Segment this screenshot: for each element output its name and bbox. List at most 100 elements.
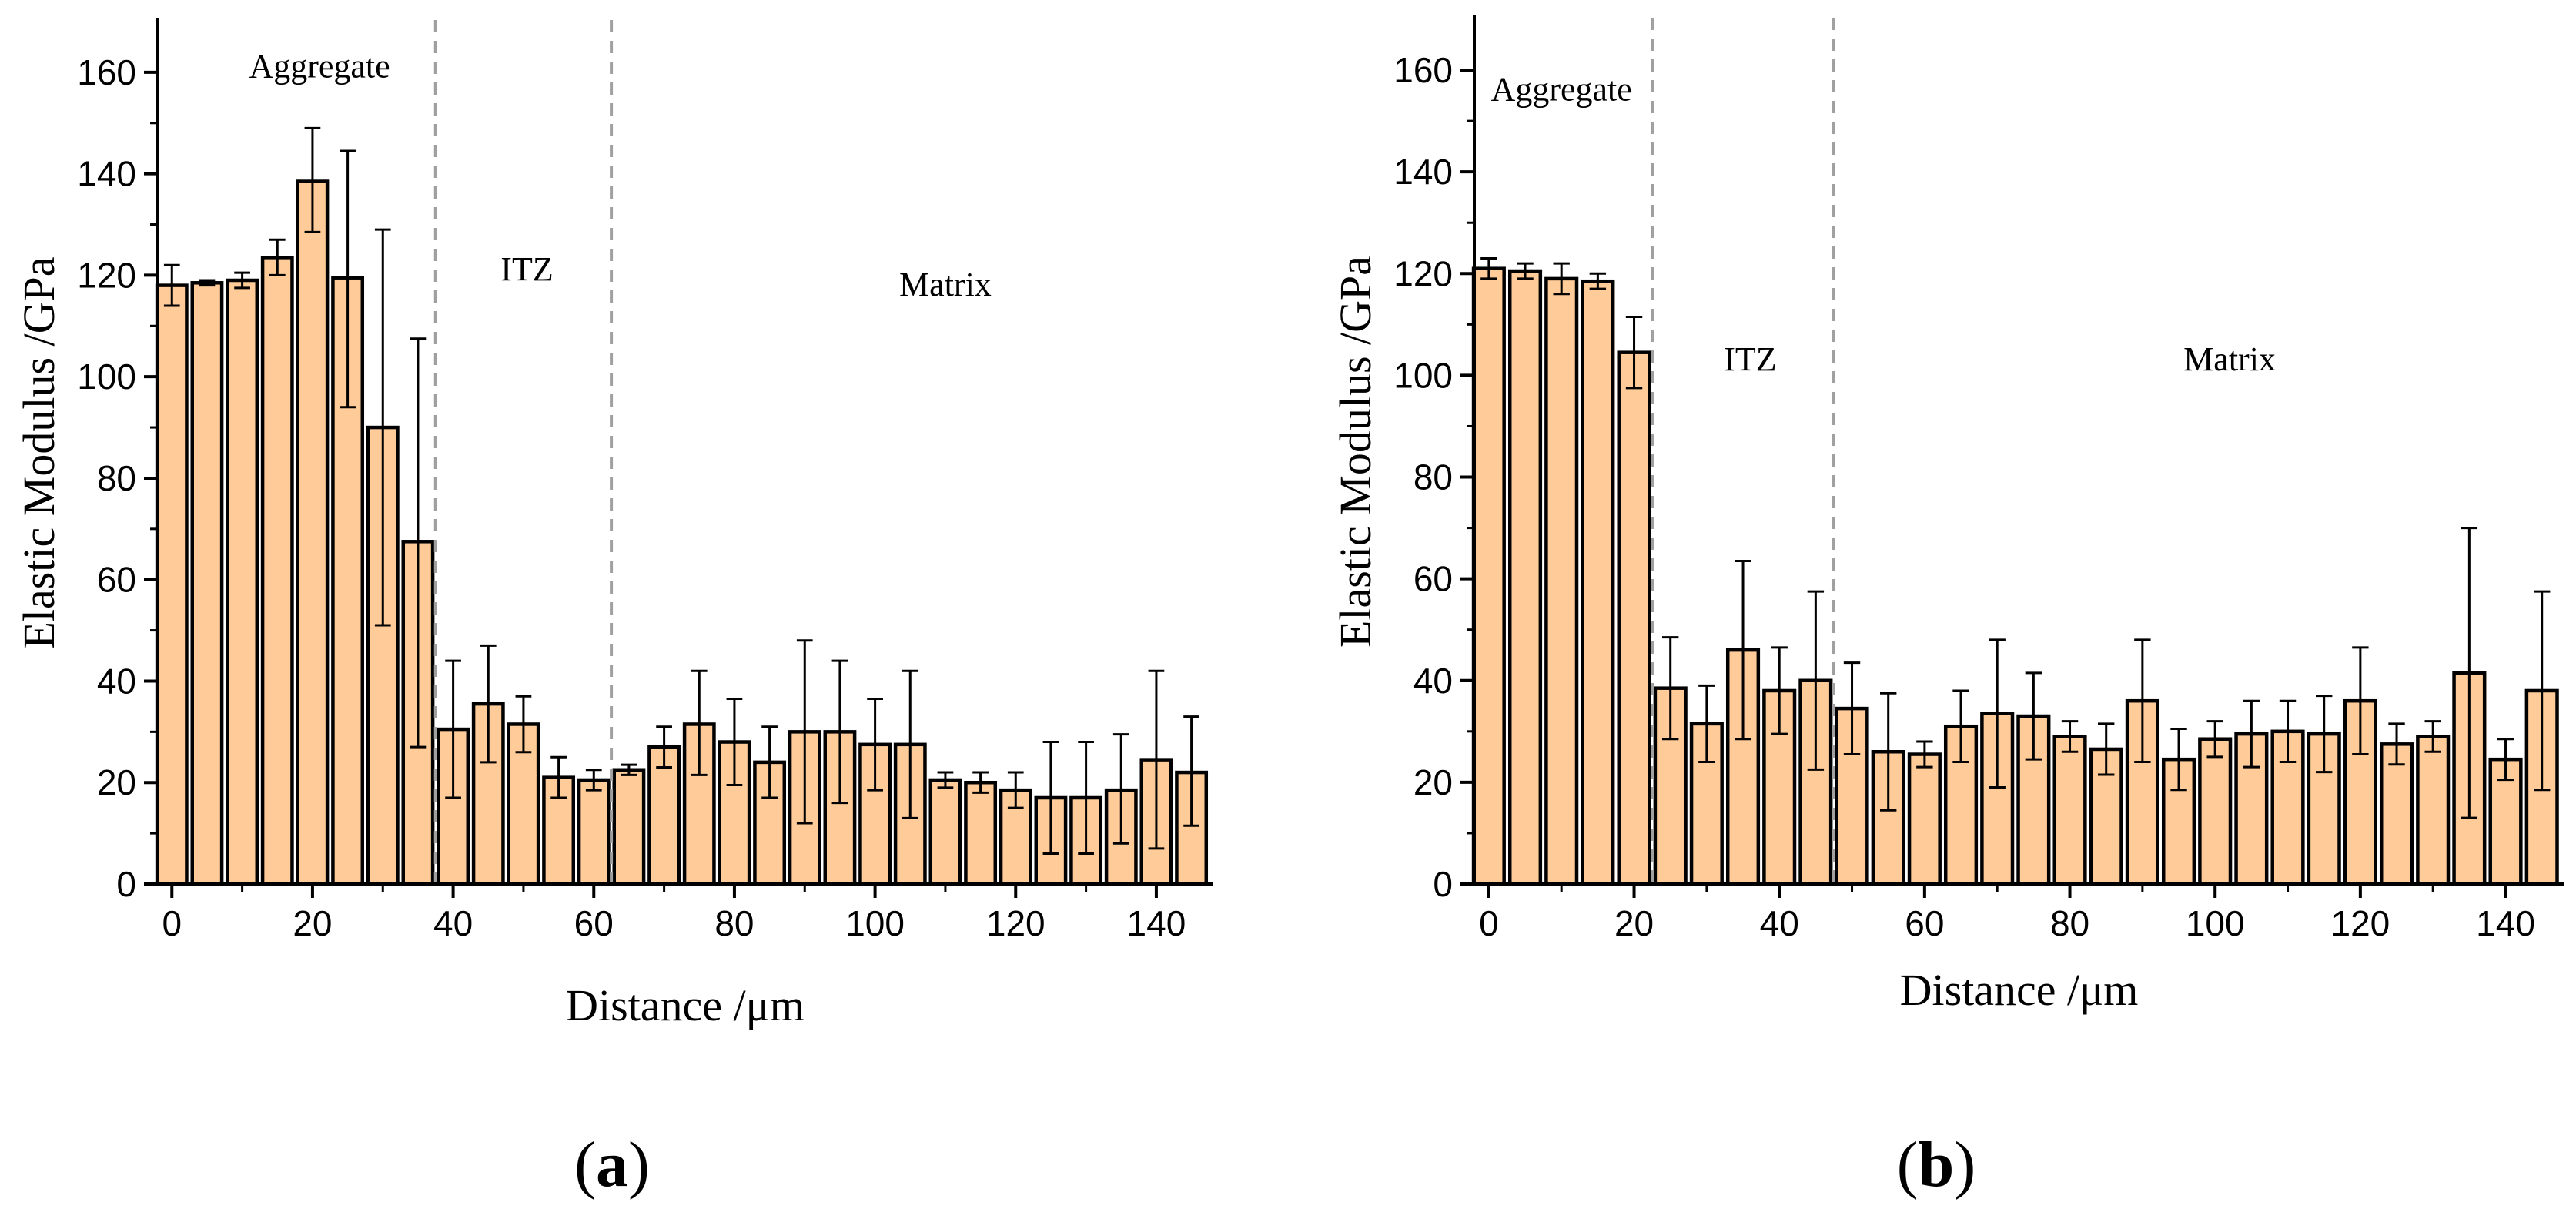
error-bar-22 bbox=[2279, 699, 2297, 763]
error-bar-12 bbox=[1916, 740, 1933, 769]
x-tick-label-5: 100 bbox=[845, 903, 905, 943]
x-tick-label-5: 100 bbox=[2186, 903, 2245, 943]
error-bar-14 bbox=[1989, 638, 2006, 789]
bar-16 bbox=[2052, 735, 2087, 886]
error-bar-6 bbox=[1698, 684, 1715, 763]
x-tick-label-1: 20 bbox=[293, 903, 332, 943]
bar-22 bbox=[928, 778, 962, 886]
error-bar-0 bbox=[163, 263, 180, 307]
error-bar-25 bbox=[2388, 722, 2405, 766]
region-label-1: ITZ bbox=[1724, 340, 1776, 378]
error-bar-23 bbox=[972, 771, 989, 794]
error-bar-22 bbox=[937, 771, 954, 789]
error-bar-25 bbox=[1042, 741, 1059, 855]
error-bar-3 bbox=[269, 238, 286, 276]
error-bar-0 bbox=[1480, 256, 1497, 280]
y-tick-label-8: 160 bbox=[1393, 50, 1453, 90]
bar-4 bbox=[1617, 350, 1651, 886]
error-bar-12 bbox=[585, 769, 602, 792]
bar-5 bbox=[1653, 686, 1688, 886]
error-bar-29 bbox=[1183, 715, 1199, 827]
bar-12 bbox=[577, 778, 611, 886]
x-tick-label-2: 40 bbox=[433, 903, 473, 943]
error-bar-2 bbox=[234, 271, 250, 290]
error-bar-4 bbox=[304, 126, 321, 233]
bar-3 bbox=[260, 256, 294, 886]
error-bar-17 bbox=[761, 725, 778, 799]
bar-2 bbox=[226, 278, 259, 886]
y-axis-title: Elastic Modulus /GPa bbox=[14, 256, 64, 648]
error-bar-15 bbox=[691, 669, 708, 776]
y-tick-label-7: 140 bbox=[1393, 152, 1453, 192]
error-bar-17 bbox=[2098, 722, 2115, 776]
error-bar-21 bbox=[2243, 699, 2260, 769]
bar-25 bbox=[2379, 742, 2414, 886]
error-bar-27 bbox=[2461, 527, 2478, 819]
bar-26 bbox=[2416, 735, 2451, 886]
region-label-1: ITZ bbox=[500, 250, 553, 288]
panel-label: (b) bbox=[1897, 1129, 1976, 1201]
y-tick-label-4: 80 bbox=[1413, 457, 1453, 497]
panel-label: (a) bbox=[574, 1129, 650, 1201]
error-bar-26 bbox=[2424, 720, 2441, 753]
bar-23 bbox=[964, 780, 998, 886]
bar-20 bbox=[2198, 737, 2233, 886]
x-tick-label-7: 140 bbox=[1127, 903, 1186, 943]
x-tick-label-6: 120 bbox=[2330, 903, 2390, 943]
x-axis-title: Distance /μm bbox=[1900, 965, 2139, 1015]
error-bar-23 bbox=[2316, 695, 2333, 774]
error-bar-1 bbox=[199, 279, 216, 287]
x-tick-label-7: 140 bbox=[2476, 903, 2535, 943]
error-bar-11 bbox=[1880, 692, 1897, 812]
x-tick-label-4: 80 bbox=[714, 903, 754, 943]
error-bar-20 bbox=[2206, 720, 2223, 759]
y-tick-label-3: 60 bbox=[97, 560, 136, 600]
error-bar-29 bbox=[2534, 590, 2551, 792]
panel-label-letter: b bbox=[1919, 1129, 1955, 1201]
y-tick-label-6: 120 bbox=[77, 255, 136, 295]
error-bar-3 bbox=[1589, 272, 1607, 290]
y-tick-label-7: 140 bbox=[77, 154, 136, 194]
y-tick-label-6: 120 bbox=[1393, 253, 1453, 293]
y-tick-label-1: 20 bbox=[97, 762, 136, 802]
error-bar-8 bbox=[1771, 646, 1788, 735]
bar-2 bbox=[1544, 276, 1579, 886]
y-axis-title: Elastic Modulus /GPa bbox=[1330, 256, 1380, 648]
error-bar-21 bbox=[902, 669, 918, 819]
error-bar-20 bbox=[867, 698, 883, 792]
error-bar-27 bbox=[1112, 733, 1129, 845]
bar-1 bbox=[1507, 269, 1543, 886]
x-tick-label-2: 40 bbox=[1760, 903, 1799, 943]
bar-0 bbox=[1471, 266, 1506, 886]
x-axis-title: Distance /μm bbox=[566, 980, 805, 1030]
bar-3 bbox=[1581, 279, 1615, 886]
bar-1 bbox=[190, 281, 224, 886]
x-tick-label-4: 80 bbox=[2050, 903, 2089, 943]
bar-14 bbox=[647, 745, 681, 886]
error-bar-26 bbox=[1078, 741, 1094, 855]
error-bar-2 bbox=[1553, 262, 1570, 296]
chart-panel-a: 0 20 40 60 80 100 120 140 160 0 20 40 60 80 100 120 140 A… bbox=[14, 18, 1213, 1201]
error-bar-6 bbox=[374, 228, 391, 627]
y-tick-label-1: 20 bbox=[1413, 762, 1453, 802]
y-tick-label-0: 0 bbox=[116, 864, 136, 904]
error-bar-5 bbox=[1662, 636, 1679, 741]
x-tick-label-6: 120 bbox=[986, 903, 1045, 943]
error-bar-15 bbox=[2025, 671, 2042, 761]
y-tick-label-2: 40 bbox=[97, 661, 136, 701]
error-bar-5 bbox=[340, 149, 356, 409]
error-bar-10 bbox=[1843, 661, 1861, 756]
panel-label-open-paren: ( bbox=[1897, 1129, 1919, 1201]
error-bar-11 bbox=[550, 755, 567, 799]
x-tick-label-0: 0 bbox=[1479, 903, 1499, 943]
error-bar-7 bbox=[410, 337, 427, 749]
error-bar-4 bbox=[1625, 315, 1643, 390]
panel-label-close-paren: ) bbox=[1954, 1129, 1975, 1201]
error-bar-8 bbox=[445, 659, 461, 799]
y-tick-label-8: 160 bbox=[77, 52, 136, 92]
error-bar-24 bbox=[2352, 646, 2369, 756]
y-tick-label-3: 60 bbox=[1413, 559, 1453, 599]
y-tick-label-4: 80 bbox=[97, 458, 136, 498]
error-bar-9 bbox=[480, 644, 497, 764]
region-label-2: Matrix bbox=[2183, 340, 2276, 378]
